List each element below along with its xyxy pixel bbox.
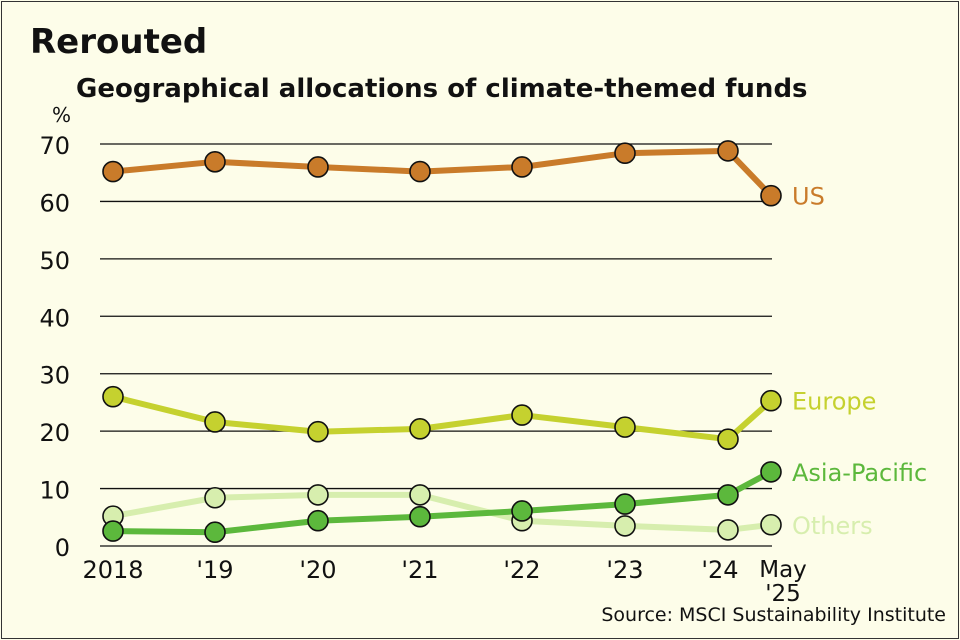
data-point xyxy=(307,509,329,532)
series-label: Others xyxy=(792,512,873,540)
x-tick-label: '21 xyxy=(401,556,438,584)
data-point xyxy=(102,385,124,408)
x-tick-label: '25 xyxy=(765,581,801,607)
x-tick-label: '23 xyxy=(606,556,643,584)
series-label: Europe xyxy=(792,388,876,416)
x-tick-label: '24 xyxy=(701,556,738,584)
y-tick-label: 60 xyxy=(39,189,70,217)
data-point xyxy=(409,160,431,183)
y-tick-label: 0 xyxy=(55,534,70,562)
x-tick-label: May xyxy=(759,557,807,583)
data-point xyxy=(307,156,329,178)
chart-subtitle: Geographical allocations of climate-them… xyxy=(76,74,808,104)
series-line-asia-pacific xyxy=(112,469,773,536)
data-point xyxy=(511,404,533,426)
y-tick-label: 20 xyxy=(39,419,70,447)
data-point xyxy=(204,151,226,173)
series-label: US xyxy=(792,183,825,211)
data-point xyxy=(409,418,431,440)
data-point xyxy=(717,428,739,450)
y-tick-label: 30 xyxy=(39,362,70,390)
data-point xyxy=(307,484,329,506)
y-tick-label: 40 xyxy=(39,304,70,332)
x-tick-label: '20 xyxy=(299,556,336,584)
x-tick-label: 2018 xyxy=(82,556,143,584)
data-point xyxy=(717,519,739,541)
y-axis-unit: % xyxy=(52,103,71,127)
data-point xyxy=(717,140,739,162)
data-point xyxy=(102,160,124,183)
data-point xyxy=(717,484,739,506)
x-tick-label: '19 xyxy=(196,556,233,584)
data-point xyxy=(204,521,226,544)
y-tick-label: 70 xyxy=(39,132,70,160)
series-line-europe xyxy=(112,393,774,443)
series-label: Asia-Pacific xyxy=(792,459,927,487)
data-point xyxy=(614,515,636,537)
data-point xyxy=(307,420,329,443)
data-point xyxy=(409,505,431,528)
data-point xyxy=(409,484,431,506)
data-point xyxy=(760,461,782,483)
series-line-us xyxy=(112,147,774,198)
data-point xyxy=(614,142,636,164)
data-point xyxy=(204,486,226,509)
data-point xyxy=(760,389,782,412)
source-note: Source: MSCI Sustainability Institute xyxy=(601,604,946,626)
x-tick-label: '22 xyxy=(503,556,540,584)
data-point xyxy=(760,513,782,536)
data-point xyxy=(102,520,124,542)
y-tick-label: 50 xyxy=(39,247,70,275)
data-point xyxy=(511,500,533,522)
chart-title: Rerouted xyxy=(30,22,208,62)
data-point xyxy=(204,411,226,433)
data-point xyxy=(760,184,782,207)
series-line-others xyxy=(112,491,772,533)
data-point xyxy=(614,416,636,438)
y-tick-label: 10 xyxy=(39,477,70,505)
data-point xyxy=(511,156,533,178)
data-point xyxy=(614,493,636,515)
